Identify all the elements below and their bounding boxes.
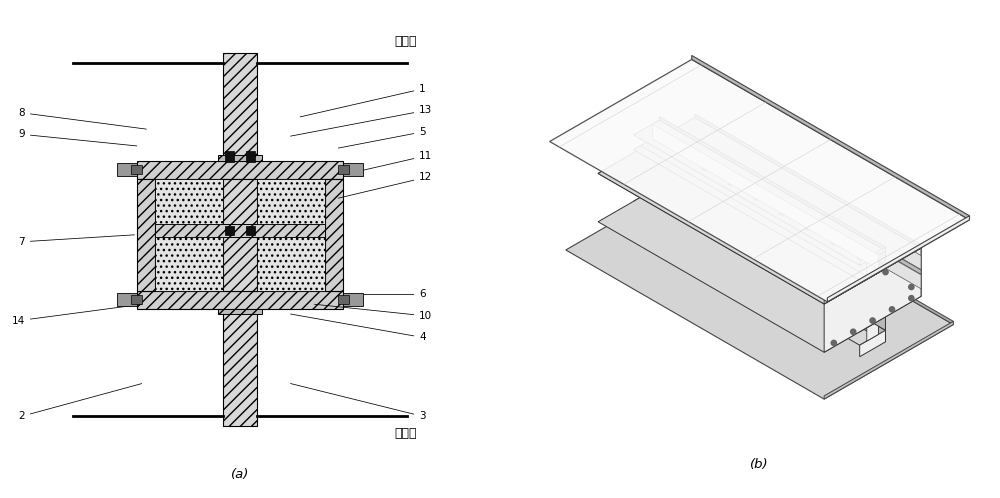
Polygon shape (867, 321, 878, 341)
Polygon shape (860, 330, 886, 357)
Bar (155, 224, 325, 237)
Polygon shape (652, 124, 878, 269)
Bar (257, 237, 325, 291)
Polygon shape (566, 175, 953, 399)
Bar (257, 179, 325, 224)
Circle shape (857, 254, 862, 260)
Circle shape (831, 240, 836, 245)
Polygon shape (598, 118, 921, 304)
Text: 下部: 下部 (162, 259, 175, 269)
Polygon shape (550, 59, 969, 302)
Polygon shape (634, 200, 886, 345)
Text: 2: 2 (18, 383, 142, 421)
Text: 1: 1 (300, 84, 426, 117)
Bar (343, 163, 363, 176)
Circle shape (805, 225, 811, 230)
Circle shape (909, 284, 914, 290)
Polygon shape (695, 172, 953, 325)
Bar (137, 160, 343, 179)
Circle shape (702, 165, 707, 170)
Polygon shape (659, 117, 886, 250)
Polygon shape (695, 118, 921, 296)
Text: 7: 7 (18, 235, 134, 247)
Text: 3: 3 (291, 383, 426, 421)
Bar (343, 293, 363, 306)
Bar (218, 309, 262, 315)
Text: (a): (a) (231, 468, 249, 481)
Bar (131, 295, 142, 304)
Bar (117, 293, 137, 306)
Text: 9: 9 (18, 129, 137, 146)
Polygon shape (598, 118, 921, 304)
Bar (338, 295, 349, 304)
Bar (325, 179, 343, 291)
Polygon shape (692, 55, 969, 220)
Bar (246, 226, 255, 235)
Polygon shape (634, 135, 886, 280)
Polygon shape (827, 216, 969, 302)
Polygon shape (695, 144, 921, 289)
Polygon shape (695, 125, 921, 269)
Text: 上部: 上部 (162, 196, 175, 206)
Polygon shape (860, 248, 886, 265)
Polygon shape (659, 135, 886, 268)
Text: 11: 11 (345, 151, 433, 174)
Text: 5: 5 (338, 127, 426, 148)
Polygon shape (659, 120, 886, 265)
Polygon shape (652, 190, 878, 334)
Polygon shape (867, 254, 878, 276)
Circle shape (889, 307, 895, 312)
Bar (223, 309, 257, 426)
Circle shape (728, 180, 733, 185)
Polygon shape (860, 265, 886, 283)
Bar (137, 291, 343, 309)
Text: 10: 10 (314, 304, 432, 321)
Polygon shape (641, 139, 878, 276)
Text: 12: 12 (338, 172, 433, 198)
Bar (223, 179, 257, 291)
Text: (b): (b) (750, 458, 769, 471)
Bar (155, 179, 223, 224)
Bar (131, 165, 142, 174)
Polygon shape (695, 114, 921, 248)
Text: 耗压壳: 耗压壳 (394, 427, 417, 440)
Bar (223, 53, 257, 160)
Circle shape (883, 269, 888, 275)
Bar (117, 163, 137, 176)
Text: 轻围壳: 轻围壳 (394, 34, 417, 47)
Polygon shape (634, 186, 886, 332)
Bar (155, 237, 223, 291)
Text: 4: 4 (291, 314, 426, 343)
Circle shape (870, 318, 875, 323)
Bar (137, 179, 155, 291)
Circle shape (754, 195, 759, 200)
Polygon shape (695, 139, 921, 274)
Polygon shape (824, 245, 921, 304)
Text: 13: 13 (291, 106, 433, 136)
Polygon shape (659, 185, 886, 330)
Polygon shape (659, 200, 886, 342)
Circle shape (909, 295, 914, 301)
Bar (225, 150, 234, 161)
Circle shape (780, 210, 785, 215)
Circle shape (831, 340, 836, 346)
Bar (225, 226, 234, 235)
Polygon shape (652, 124, 878, 269)
Bar (218, 155, 262, 160)
Text: 14: 14 (12, 304, 142, 326)
Polygon shape (824, 321, 953, 399)
Text: 8: 8 (18, 108, 146, 129)
Bar (246, 150, 255, 161)
Polygon shape (641, 190, 878, 328)
Polygon shape (634, 120, 886, 265)
Bar (338, 165, 349, 174)
Circle shape (851, 329, 856, 334)
Polygon shape (824, 248, 921, 352)
Polygon shape (598, 166, 921, 352)
Text: 6: 6 (346, 289, 426, 299)
